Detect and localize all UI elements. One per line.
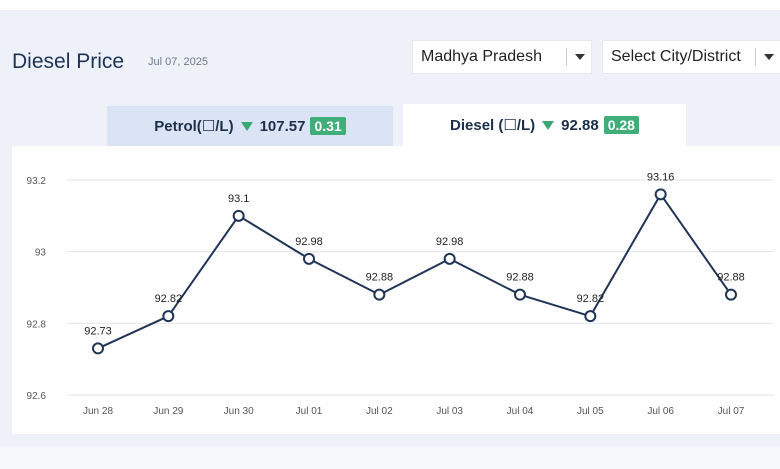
data-label: 92.88 (506, 272, 534, 284)
price-line-chart: 93.2 93 92.8 92.6 Jun 28 Jun 29 Jun 30 Jul 01 Ju… (27, 171, 774, 417)
tab-petrol-change-badge: 0.31 (310, 117, 346, 135)
x-tick-label: Jun 29 (153, 406, 183, 417)
data-point (232, 209, 245, 222)
state-select-value: Madhya Pradesh (421, 48, 542, 65)
data-point (654, 188, 667, 201)
chevron-down-icon[interactable] (575, 54, 585, 60)
x-tick-label: Jul 04 (507, 406, 534, 417)
page-title: Diesel Price (12, 50, 125, 73)
data-label: 92.82 (577, 293, 605, 305)
data-point (162, 310, 175, 323)
state-select[interactable]: Madhya Pradesh (412, 40, 592, 74)
data-label: 92.88 (717, 272, 745, 284)
price-date: Jul 07, 2025 (148, 56, 208, 68)
x-tick-label: Jun 30 (224, 406, 254, 417)
tab-diesel-change-badge: 0.28 (603, 116, 639, 134)
data-label: 92.88 (366, 272, 394, 284)
select-separator (566, 48, 567, 66)
price-down-icon (542, 120, 555, 130)
chart-panel: 93.2 93 92.8 92.6 Jun 28 Jun 29 Jun 30 Jul 01 Ju… (12, 146, 780, 434)
top-strip (0, 0, 780, 10)
data-label: 92.98 (436, 236, 464, 248)
y-tick-label: 93 (35, 248, 47, 259)
x-tick-label: Jul 06 (647, 406, 674, 417)
data-point (443, 252, 456, 265)
data-point (303, 252, 315, 265)
data-point (514, 288, 526, 301)
select-separator (755, 48, 756, 66)
y-tick-label: 92.6 (27, 391, 47, 402)
tab-petrol[interactable]: Petrol(☐/L) 107.57 0.31 (107, 106, 393, 146)
city-select[interactable]: Select City/District (602, 40, 780, 74)
data-label: 92.98 (295, 236, 323, 248)
data-point (584, 310, 597, 323)
data-point (373, 288, 386, 301)
tab-diesel[interactable]: Diesel (☐/L) 92.88 0.28 (403, 104, 686, 146)
data-point (725, 288, 737, 301)
chevron-down-icon[interactable] (764, 54, 774, 60)
tab-diesel-price: 92.88 (561, 116, 599, 134)
city-select-value: Select City/District (611, 48, 741, 65)
bottom-strip (0, 447, 780, 469)
tab-petrol-label: Petrol(☐/L) (154, 118, 234, 135)
data-label: 93.1 (228, 193, 249, 205)
x-tick-label: Jul 07 (718, 406, 745, 417)
y-tick-label: 92.8 (27, 319, 47, 330)
price-down-icon (240, 121, 253, 131)
data-label: 92.82 (155, 293, 183, 305)
data-label: 93.16 (647, 171, 675, 183)
data-label: 92.73 (84, 325, 112, 337)
x-tick-label: Jul 05 (577, 406, 604, 417)
tab-petrol-price: 107.57 (259, 117, 306, 135)
x-tick-label: Jun 28 (83, 406, 113, 417)
data-point (92, 342, 104, 355)
series-line (97, 193, 732, 350)
x-tick-label: Jul 03 (436, 406, 463, 417)
x-tick-label: Jul 02 (366, 406, 393, 417)
y-tick-label: 93.2 (27, 176, 47, 187)
x-tick-label: Jul 01 (296, 406, 323, 417)
tab-diesel-label: Diesel (☐/L) (450, 117, 536, 134)
